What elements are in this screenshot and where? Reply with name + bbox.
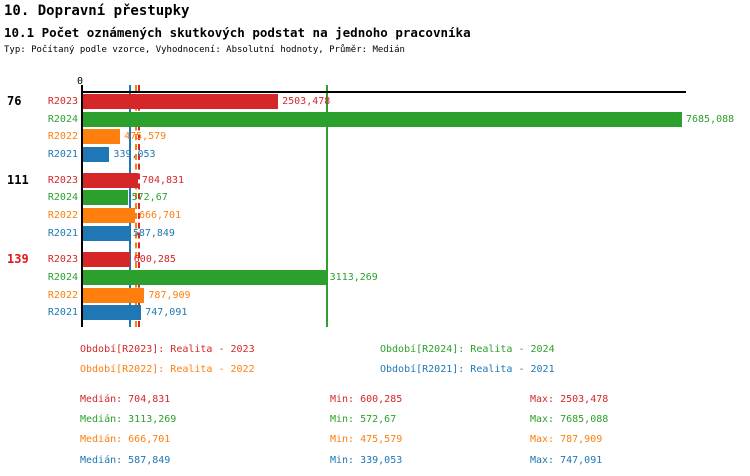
group-label-139: 139 <box>7 252 29 267</box>
bar-value-label: 587,849 <box>132 227 175 239</box>
legend-item-R2021: Období[R2021]: Realita - 2021 <box>380 364 555 375</box>
page-subtitle: 10.1 Počet oznámených skutkových podstat… <box>4 25 471 40</box>
bar-value-label: 600,285 <box>133 254 176 266</box>
bar-R2022-group-76 <box>83 129 121 145</box>
bar-value-label: 704,831 <box>141 174 185 186</box>
median-line-R2021 <box>128 85 131 327</box>
bar-R2023-group-139 <box>83 252 130 268</box>
bar-R2023-group-76 <box>83 94 279 109</box>
bar-R2024-group-76 <box>83 111 682 127</box>
series-label-R2023: R2023 <box>47 96 78 107</box>
group-label-111: 111 <box>7 172 29 187</box>
stat-median-R2023: Medián: 704,831 <box>80 393 171 405</box>
y-axis-line <box>81 85 83 327</box>
bar-value-label: 2503,478 <box>282 96 331 107</box>
stat-max-R2023: Max: 2503,478 <box>530 393 609 405</box>
legend-item-R2023: Období[R2023]: Realita - 2023 <box>80 344 255 355</box>
chart-meta-info: Typ: Počítaný podle vzorce, Vyhodnocení:… <box>4 45 405 55</box>
x-axis-top-line <box>82 90 686 93</box>
median-line-R2023 <box>137 85 140 327</box>
series-label-R2021: R2021 <box>47 149 78 161</box>
bar-value-label: 3113,269 <box>329 272 378 283</box>
series-label-R2021: R2021 <box>47 307 78 319</box>
stat-min-R2022: Min: 475,579 <box>330 434 403 446</box>
series-label-R2023: R2023 <box>47 254 78 266</box>
bar-R2022-group-111 <box>83 208 135 224</box>
series-label-R2022: R2022 <box>47 210 78 222</box>
stat-median-R2021: Medián: 587,849 <box>80 454 171 466</box>
bar-R2022-group-139 <box>83 287 145 303</box>
bar-value-label: 666,701 <box>138 210 182 222</box>
series-label-R2023: R2023 <box>47 174 78 186</box>
series-label-R2022: R2022 <box>47 131 78 143</box>
page-title: 10. Dopravní přestupky <box>4 3 190 19</box>
stat-min-R2024: Min: 572,67 <box>330 413 397 425</box>
bar-R2024-group-139 <box>83 270 326 285</box>
median-line-R2022 <box>134 85 137 327</box>
stat-max-R2022: Max: 787,909 <box>530 434 603 446</box>
bar-value-label: 7685,088 <box>686 113 735 125</box>
legend-item-R2024: Období[R2024]: Realita - 2024 <box>380 344 555 355</box>
bar-R2023-group-111 <box>83 172 138 188</box>
series-label-R2024: R2024 <box>47 272 78 283</box>
bar-R2024-group-111 <box>83 190 128 206</box>
bar-R2021-group-139 <box>83 305 142 321</box>
series-label-R2024: R2024 <box>47 113 78 125</box>
bar-R2021-group-111 <box>83 225 129 241</box>
stat-min-R2023: Min: 600,285 <box>330 393 403 405</box>
stat-median-R2022: Medián: 666,701 <box>80 434 171 446</box>
series-label-R2021: R2021 <box>47 227 78 239</box>
bar-value-label: 747,091 <box>145 307 188 319</box>
series-label-R2024: R2024 <box>47 192 78 204</box>
bar-value-label: 339,053 <box>113 149 156 161</box>
stat-max-R2024: Max: 7685,088 <box>530 413 609 425</box>
stat-median-R2024: Medián: 3113,269 <box>80 413 177 425</box>
bar-value-label: 787,909 <box>148 289 191 301</box>
bar-value-label: 572,67 <box>131 192 168 204</box>
bar-value-label: 475,579 <box>124 131 167 143</box>
stat-min-R2021: Min: 339,053 <box>330 454 403 466</box>
series-label-R2022: R2022 <box>47 289 78 301</box>
legend-item-R2022: Období[R2022]: Realita - 2022 <box>80 364 255 375</box>
stat-max-R2021: Max: 747,091 <box>530 454 603 466</box>
group-label-76: 76 <box>7 94 22 108</box>
median-line-R2024 <box>325 85 328 327</box>
bar-R2021-group-76 <box>83 147 110 163</box>
x-axis-zero-tick-label: 0 <box>77 76 84 87</box>
